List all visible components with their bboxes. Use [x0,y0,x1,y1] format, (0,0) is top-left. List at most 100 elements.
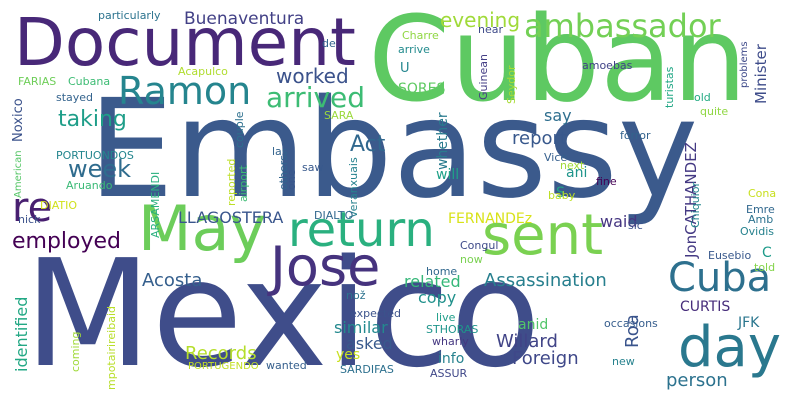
cloud-word: wharly [432,335,469,348]
cloud-word: Vice [544,151,568,164]
cloud-word: saw [302,161,324,174]
cloud-word: return [288,202,435,258]
cloud-word: employed [12,229,122,254]
cloud-word: Ramon [118,69,252,113]
cloud-word: C [762,245,772,261]
cloud-word: week [68,155,132,183]
cloud-word: PORTUGENDO [188,361,259,372]
cloud-word: similar [334,318,388,337]
cloud-word: wanted [266,359,307,372]
cloud-word: Cuba [668,255,772,301]
cloud-word: yes [336,347,361,363]
cloud-word: now [460,253,483,266]
cloud-word: info [438,351,465,367]
cloud-word: live [436,311,456,324]
cloud-word: will [436,167,460,183]
cloud-word: American [13,150,24,198]
cloud-word: Cubana [68,75,111,88]
cloud-word: Buenaventura [184,9,305,29]
cloud-word: Acosta [142,270,203,291]
cloud-word: Acapulco [178,65,228,78]
cloud-word: ARSAMENDI [149,171,162,238]
cloud-word: expected [350,307,401,320]
cloud-word: DIALTO [314,209,354,222]
cloud-word: say [544,106,572,125]
cloud-word: Eusebio [708,249,752,262]
cloud-word: reported [225,158,238,206]
cloud-word: anid [518,317,549,333]
cloud-word: coming [69,331,82,372]
cloud-word: Congul [460,239,499,252]
cloud-word: fine [596,175,617,188]
cloud-word: Records [185,343,257,364]
cloud-word: next [560,159,585,172]
cloud-word: occasions [604,317,658,330]
cloud-word: FARIAS [18,75,57,88]
cloud-word: Aruando [66,179,113,192]
cloud-word: nick [18,213,41,226]
cloud-word: sent [482,203,604,268]
cloud-word: identified [12,296,31,372]
cloud-word: sic [628,219,643,232]
cloud-word: Amb [748,213,774,226]
cloud-word: new [612,355,635,368]
cloud-word: Charre [402,29,439,42]
cloud-word: May [138,192,267,265]
cloud-word: Chiquior [689,182,702,228]
cloud-word: Cona [748,187,777,200]
cloud-word: arrived [266,81,366,114]
cloud-word: one [285,169,298,190]
cloud-word: CURTIS [680,299,731,315]
cloud-word: LLAGOSTERA [178,208,284,227]
cloud-word: copy [418,288,457,307]
cloud-word: baby [548,189,576,202]
cloud-word: near [478,23,504,36]
cloud-word: Noxico [11,98,26,142]
cloud-word: forror [620,129,651,142]
cloud-word: home [426,265,458,278]
cloud-word: ASSUR [430,367,468,380]
cloud-word: stayed [56,91,94,104]
cloud-word: Document [14,4,356,81]
cloud-word: Guinean [477,53,490,100]
cloud-word: ambassador [524,7,721,45]
cloud-word: Foreign [512,348,579,369]
cloud-word: taking [58,107,127,132]
cloud-word: person [666,370,728,391]
cloud-word: particularly [98,9,161,22]
cloud-word: quite [700,105,729,118]
cloud-word: Mexico [24,228,541,400]
cloud-word: Willard [496,331,558,352]
cloud-word: related [404,272,461,291]
cloud-word: DIATIO [40,199,78,212]
cloud-word: FERNANDEz [448,211,533,227]
cloud-word: waid [600,212,638,231]
cloud-word: SARA [324,109,354,122]
cloud-word: evening [440,8,521,32]
cloud-word: JFK [738,315,760,331]
cloud-word: amoebas [582,59,633,72]
cloud-word: Cuban [368,0,748,128]
cloud-word: de [322,37,336,50]
cloud-word: Assassination [484,270,607,291]
cloud-word: Seydor [505,65,518,105]
cloud-word: turistas [663,66,676,108]
cloud-word: Jose [270,235,381,298]
cloud-word: nož [346,289,366,302]
cloud-word: airport [237,165,250,202]
cloud-word: S [556,185,565,201]
cloud-word: U [400,61,410,76]
cloud-word: Minister [752,44,770,104]
cloud-word: whether [435,112,451,170]
cloud-word: old [694,91,711,104]
cloud-word: worked [276,64,349,88]
cloud-word: re [12,185,53,231]
cloud-word: Emre [746,203,775,216]
cloud-word: couple [233,111,246,148]
cloud-word: mpotairireibaid [105,306,118,390]
cloud-word: arrive [398,43,430,56]
cloud-word: Act [350,132,386,157]
cloud-word: SARDIFAS [340,363,394,376]
cloud-word: las [272,145,288,158]
